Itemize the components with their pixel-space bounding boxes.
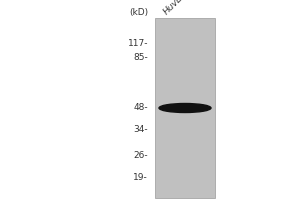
Text: 34-: 34- [134, 126, 148, 134]
Text: HuvEc: HuvEc [162, 0, 188, 16]
Text: 117-: 117- [128, 38, 148, 47]
Text: 19-: 19- [133, 173, 148, 182]
Text: 85-: 85- [133, 53, 148, 62]
Text: 48-: 48- [134, 102, 148, 112]
Text: (kD): (kD) [129, 8, 148, 17]
Text: 26-: 26- [134, 150, 148, 160]
Ellipse shape [159, 104, 211, 112]
Bar [155, 18, 215, 198]
